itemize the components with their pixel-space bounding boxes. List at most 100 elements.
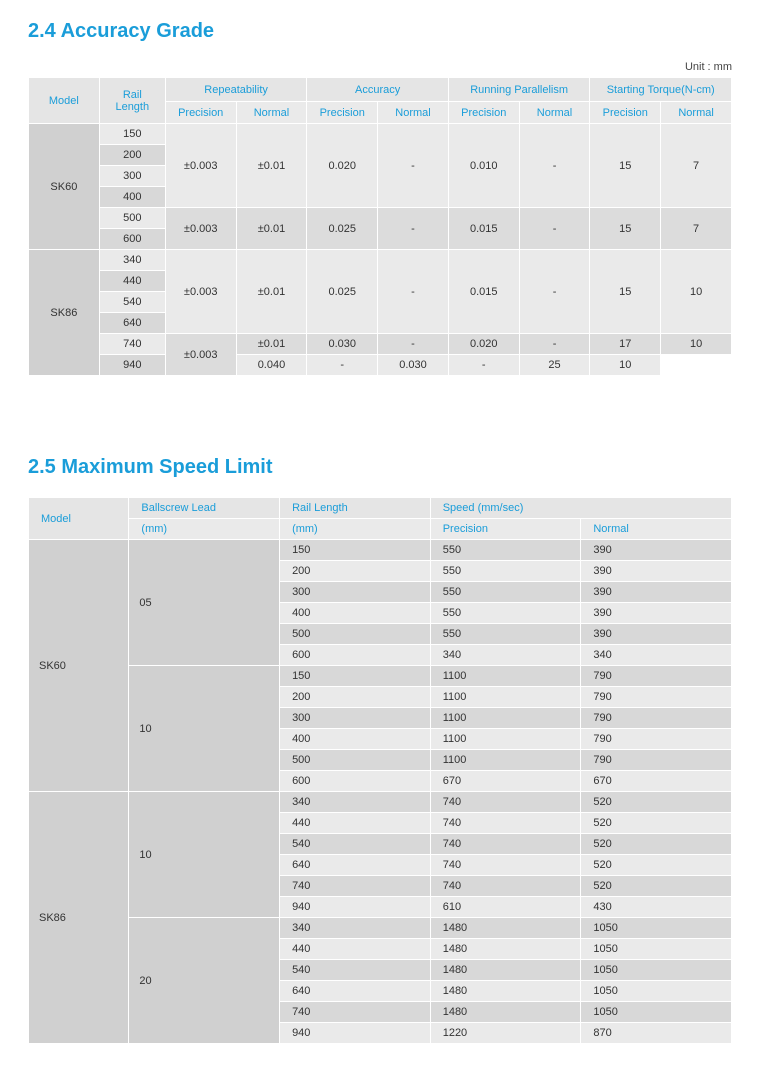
rail-cell: 150 (99, 124, 165, 145)
model-cell: SK86 (29, 792, 129, 1044)
section-title-speed: 2.5 Maximum Speed Limit (28, 456, 732, 479)
value-cell: - (519, 334, 590, 355)
col-rail: Rail Length (99, 78, 165, 124)
value-cell: 500 (280, 750, 431, 771)
value-cell: 870 (581, 1023, 732, 1044)
col-sub: Precision (165, 102, 236, 124)
value-cell: 25 (519, 355, 590, 376)
rail-cell: 540 (99, 292, 165, 313)
col-sub: Precision (448, 102, 519, 124)
value-cell: - (519, 124, 590, 208)
section-title-accuracy: 2.4 Accuracy Grade (28, 20, 732, 43)
value-cell: 640 (280, 981, 431, 1002)
value-cell: 0.015 (448, 208, 519, 250)
value-cell: 940 (280, 1023, 431, 1044)
value-cell: ±0.01 (236, 250, 307, 334)
accuracy-table: Model Rail Length Repeatability Accuracy… (28, 77, 732, 376)
value-cell: 1100 (430, 666, 581, 687)
col-sub: Normal (519, 102, 590, 124)
value-cell: 340 (280, 792, 431, 813)
value-cell: ±0.003 (165, 334, 236, 376)
value-cell: 1050 (581, 1002, 732, 1023)
col-parallelism: Running Parallelism (448, 78, 590, 102)
col-rail-unit: (mm) (280, 519, 431, 540)
value-cell: 15 (590, 208, 661, 250)
rail-cell: 940 (99, 355, 165, 376)
value-cell: 550 (430, 561, 581, 582)
value-cell: - (448, 355, 519, 376)
value-cell: - (378, 124, 449, 208)
lead-cell: 10 (129, 666, 280, 792)
value-cell: 640 (280, 855, 431, 876)
value-cell: - (307, 355, 378, 376)
value-cell: - (378, 208, 449, 250)
col-speed: Speed (mm/sec) (430, 498, 731, 519)
model-cell: SK60 (29, 124, 100, 250)
col-sub: Normal (378, 102, 449, 124)
value-cell: 790 (581, 687, 732, 708)
value-cell: 1050 (581, 918, 732, 939)
value-cell: 740 (430, 876, 581, 897)
value-cell: 0.010 (448, 124, 519, 208)
value-cell: 520 (581, 855, 732, 876)
value-cell: 10 (661, 334, 732, 355)
value-cell: ±0.01 (236, 334, 307, 355)
value-cell: 400 (280, 729, 431, 750)
value-cell: 550 (430, 540, 581, 561)
value-cell: - (519, 250, 590, 334)
value-cell: 200 (280, 561, 431, 582)
value-cell: 15 (590, 124, 661, 208)
col-accuracy: Accuracy (307, 78, 449, 102)
col-precision: Precision (430, 519, 581, 540)
col-lead: Ballscrew Lead (129, 498, 280, 519)
col-normal: Normal (581, 519, 732, 540)
value-cell: - (378, 334, 449, 355)
value-cell: 740 (430, 855, 581, 876)
rail-cell: 640 (99, 313, 165, 334)
value-cell: 740 (280, 1002, 431, 1023)
value-cell: 550 (430, 582, 581, 603)
value-cell: 15 (590, 250, 661, 334)
value-cell: 1220 (430, 1023, 581, 1044)
model-cell: SK86 (29, 250, 100, 376)
value-cell: 0.040 (236, 355, 307, 376)
value-cell: 400 (280, 603, 431, 624)
speed-table: Model Ballscrew Lead Rail Length Speed (… (28, 497, 732, 1044)
rail-cell: 300 (99, 166, 165, 187)
value-cell: ±0.003 (165, 124, 236, 208)
value-cell: 790 (581, 750, 732, 771)
value-cell: 440 (280, 813, 431, 834)
rail-cell: 740 (99, 334, 165, 355)
value-cell: 390 (581, 540, 732, 561)
value-cell: ±0.003 (165, 250, 236, 334)
value-cell: 740 (430, 834, 581, 855)
model-cell: SK60 (29, 540, 129, 792)
value-cell: 500 (280, 624, 431, 645)
value-cell: 390 (581, 561, 732, 582)
value-cell: 520 (581, 876, 732, 897)
value-cell: 1480 (430, 960, 581, 981)
value-cell: 7 (661, 208, 732, 250)
rail-cell: 600 (99, 229, 165, 250)
value-cell: 670 (581, 771, 732, 792)
value-cell: 1480 (430, 939, 581, 960)
col-sub: Normal (236, 102, 307, 124)
value-cell: 10 (661, 250, 732, 334)
value-cell: 1480 (430, 1002, 581, 1023)
value-cell: 1480 (430, 918, 581, 939)
value-cell: 550 (430, 603, 581, 624)
rail-cell: 340 (99, 250, 165, 271)
value-cell: 1100 (430, 708, 581, 729)
value-cell: 1050 (581, 939, 732, 960)
value-cell: 17 (590, 334, 661, 355)
col-sub: Precision (307, 102, 378, 124)
value-cell: ±0.01 (236, 124, 307, 208)
value-cell: 1100 (430, 729, 581, 750)
col-sub: Precision (590, 102, 661, 124)
value-cell: 1100 (430, 687, 581, 708)
col-lead-unit: (mm) (129, 519, 280, 540)
value-cell: 390 (581, 582, 732, 603)
value-cell: 610 (430, 897, 581, 918)
unit-label: Unit : mm (28, 61, 732, 73)
value-cell: 0.030 (307, 334, 378, 355)
